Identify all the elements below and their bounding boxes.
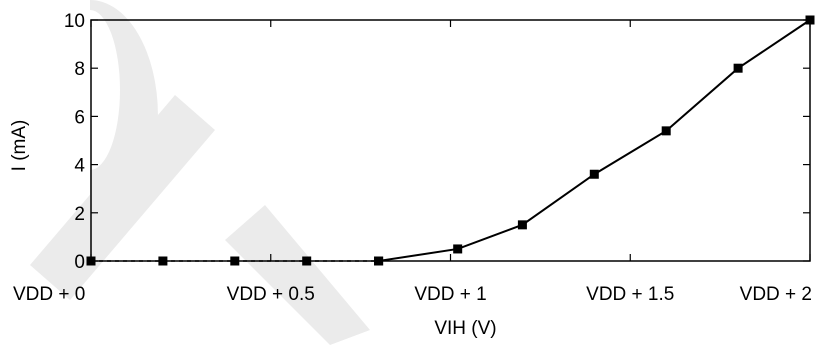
plot-area	[86, 15, 815, 266]
data-point	[86, 256, 96, 266]
data-point	[805, 15, 815, 25]
y-tick-label: 6	[74, 107, 85, 128]
data-point	[374, 256, 384, 266]
x-tick-label: VDD + 1.5	[586, 284, 674, 305]
data-point	[453, 244, 463, 254]
x-axis-label: VIH (V)	[434, 318, 496, 339]
x-tick-label: VDD + 0.5	[227, 284, 315, 305]
y-tick-label: 2	[74, 204, 85, 225]
data-point	[589, 169, 599, 179]
y-tick-label: 10	[64, 11, 85, 32]
y-tick-label: 4	[74, 156, 85, 177]
watermark-slash-1	[30, 95, 215, 300]
series-layer	[86, 15, 815, 266]
x-tick-label: VDD + 2	[740, 284, 812, 305]
data-point	[517, 220, 527, 230]
data-point	[302, 256, 312, 266]
data-point	[158, 256, 168, 266]
data-point	[733, 63, 743, 73]
watermark-slash-2	[225, 205, 370, 345]
data-point	[230, 256, 240, 266]
y-axis-label: I (mA)	[9, 120, 30, 172]
data-point	[661, 126, 671, 136]
series-line-solid	[378, 19, 811, 262]
x-tick-label: VDD + 1	[414, 284, 486, 305]
y-tick-label: 0	[74, 252, 85, 273]
y-tick-label: 8	[74, 59, 85, 80]
y-tick-labels: 0 2 4 6 8 10	[64, 11, 86, 273]
watermark	[30, 0, 370, 345]
x-tick-label: VDD + 0	[13, 284, 85, 305]
x-tick-labels: VDD + 0 VDD + 0.5 VDD + 1 VDD + 1.5 VDD + 2	[13, 284, 812, 305]
